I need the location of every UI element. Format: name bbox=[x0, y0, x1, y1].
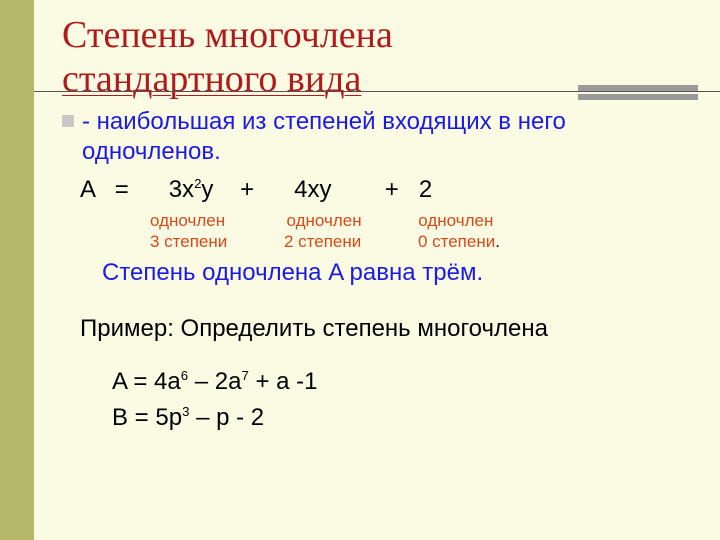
definition-row: - наибольшая из степеней входящих в него… bbox=[62, 107, 688, 167]
title-line-2: стандартного вида bbox=[62, 58, 361, 100]
slide-content: Степень многочлена стандартного вида - н… bbox=[34, 0, 720, 436]
A-e2: 7 bbox=[241, 368, 248, 383]
m3-bot: 0 степени bbox=[418, 232, 495, 251]
title-line-1: Степень многочлена bbox=[62, 14, 680, 58]
A-e1: 6 bbox=[181, 368, 188, 383]
m3-top: одночлен bbox=[418, 211, 493, 230]
B-pre: B = 5p bbox=[112, 404, 182, 431]
definition-body: наибольшая из степеней входящих в него о… bbox=[82, 108, 566, 165]
period: . bbox=[495, 232, 500, 251]
polynomial-expression: A = 3x2y + 4xy + 2 bbox=[80, 175, 688, 205]
A-mid: – 2a bbox=[188, 368, 241, 395]
equations: A = 4a6 – 2a7 + a -1 B = 5p3 – p - 2 bbox=[80, 364, 688, 436]
A-post: + a -1 bbox=[249, 368, 318, 395]
m1-bot: 3 степени bbox=[150, 232, 227, 251]
definition-prefix: - bbox=[82, 108, 97, 135]
bullet-icon bbox=[62, 115, 74, 127]
m2-top: одночлен bbox=[287, 211, 362, 230]
expr-mid1: y + 4xy + 2 bbox=[201, 176, 432, 203]
B-post: – p - 2 bbox=[189, 404, 264, 431]
thick-rule-1 bbox=[578, 85, 698, 91]
thick-rule-group bbox=[578, 85, 698, 100]
equation-A: A = 4a6 – 2a7 + a -1 bbox=[112, 364, 688, 400]
example-label: Пример: Определить степень многочлена bbox=[80, 314, 688, 344]
monomial-labels: одночлен одночлен одночлен 3 степени 2 с… bbox=[80, 211, 688, 252]
expr-lhs: A = 3x bbox=[80, 176, 194, 203]
conclusion: Степень одночлена A равна трём. bbox=[80, 258, 688, 288]
slide-body: - наибольшая из степеней входящих в него… bbox=[34, 91, 720, 436]
equation-B: B = 5p3 – p - 2 bbox=[112, 400, 688, 436]
m2-bot: 2 степени bbox=[284, 232, 361, 251]
m1-top: одночлен bbox=[150, 211, 225, 230]
A-pre: A = 4a bbox=[112, 368, 181, 395]
thick-rule-2 bbox=[578, 94, 698, 100]
definition-text: - наибольшая из степеней входящих в него… bbox=[82, 107, 688, 167]
sidebar-accent bbox=[0, 0, 34, 540]
